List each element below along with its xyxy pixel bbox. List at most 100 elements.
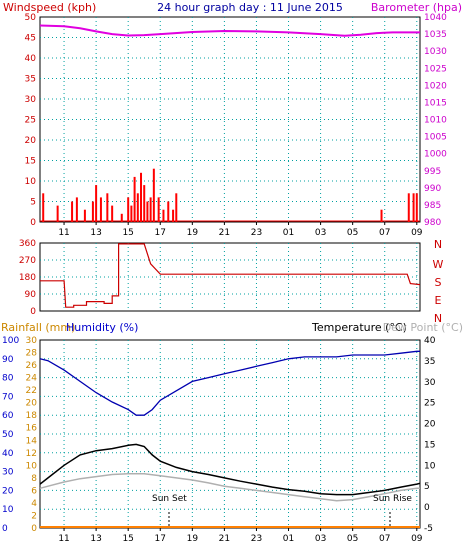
windspeed-bar-9: [111, 205, 114, 222]
windspeed-bar-3: [75, 197, 78, 222]
windspeed-bar-2: [71, 201, 74, 222]
rain-ytick-10: 20: [26, 399, 38, 409]
temperature-axis-title: Temperature (°C): [311, 321, 407, 334]
temp-ytick-right-5: 20: [424, 420, 436, 430]
compass-label-4: N: [434, 312, 442, 325]
humidity-ytick-1: 10: [2, 505, 14, 515]
windspeed-bar-11: [127, 197, 130, 222]
humidity-ytick-9: 90: [2, 355, 14, 365]
temp-ytick-right-9: 40: [424, 336, 436, 346]
wind-ytick-left-8: 40: [25, 54, 37, 64]
windspeed-bar-1: [56, 205, 59, 222]
baro-ytick-right-11: 1035: [424, 30, 447, 40]
wind-ytick-left-6: 30: [25, 95, 37, 105]
windspeed-bar-28: [415, 193, 418, 222]
wind-xtick-label-9: 05: [347, 228, 358, 238]
temp-xtick-label-0: 11: [58, 534, 69, 544]
windspeed-bar-19: [152, 168, 155, 222]
windspeed-bar-16: [143, 185, 146, 222]
windspeed-bar-27: [412, 193, 415, 222]
compass-label-0: N: [434, 238, 442, 251]
windspeed-bar-7: [99, 197, 102, 222]
sunset-label: Sun Set: [152, 494, 187, 504]
windspeed-bar-13: [133, 176, 136, 222]
temperature-line: [39, 443, 421, 496]
rain-ytick-12: 24: [26, 374, 38, 384]
baro-ytick-right-0: 980: [424, 218, 441, 228]
rain-ytick-1: 2: [31, 511, 37, 521]
temp-xtick-label-10: 07: [379, 534, 390, 544]
rain-ytick-13: 26: [26, 361, 38, 371]
temp-ytick-right-1: 0: [424, 503, 430, 513]
temp-ytick-right-2: 5: [424, 482, 430, 492]
barometer-axis-title: Barometer (hpa): [371, 1, 462, 14]
compass-label-3: E: [435, 294, 442, 307]
windspeed-bar-25: [380, 209, 383, 222]
temp-ytick-right-4: 15: [424, 440, 435, 450]
windspeed-bar-15: [140, 172, 143, 222]
wind-xtick-label-6: 23: [251, 228, 262, 238]
humidity-ytick-8: 80: [2, 374, 14, 384]
rain-ytick-9: 18: [26, 411, 38, 421]
humidity-ytick-10: 100: [2, 336, 19, 346]
wind-ytick-left-0: 0: [30, 218, 36, 228]
dir-ytick-0: 0: [30, 307, 36, 317]
rain-ytick-4: 8: [31, 474, 37, 484]
compass-label-1: W: [433, 258, 444, 271]
windspeed-bar-20: [157, 197, 160, 222]
dir-ytick-4: 360: [19, 239, 36, 249]
rainfall-axis-title: Rainfall (mm): [1, 321, 75, 334]
humidity-ytick-4: 40: [2, 449, 14, 459]
temp-xtick-label-8: 03: [315, 534, 326, 544]
rain-ytick-2: 4: [31, 499, 37, 509]
baro-ytick-right-6: 1010: [424, 116, 447, 126]
wind-ytick-left-4: 20: [25, 136, 37, 146]
wind-xtick-label-11: 09: [411, 228, 423, 238]
baro-ytick-right-5: 1005: [424, 133, 447, 143]
temp-xtick-label-9: 05: [347, 534, 358, 544]
dir-ytick-3: 270: [19, 256, 36, 266]
temp-ytick-right-7: 30: [424, 378, 436, 388]
humidity-ytick-7: 70: [2, 392, 14, 402]
windspeed-bar-10: [120, 213, 123, 222]
windspeed-bar-0: [42, 193, 45, 222]
wind-xtick-label-2: 15: [122, 228, 133, 238]
temp-ytick-right-3: 10: [424, 461, 436, 471]
windspeed-bar-5: [91, 201, 94, 222]
temp-xtick-label-5: 21: [219, 534, 230, 544]
wind-xtick-label-7: 01: [283, 228, 294, 238]
windspeed-bar-4: [83, 209, 86, 222]
compass-label-2: S: [435, 276, 442, 289]
baro-ytick-right-4: 1000: [424, 150, 447, 160]
humidity-ytick-3: 30: [2, 468, 14, 478]
wind-ytick-left-10: 50: [25, 13, 37, 23]
wind-xtick-label-8: 03: [315, 228, 326, 238]
rain-ytick-7: 14: [26, 436, 38, 446]
windspeed-bar-24: [175, 193, 178, 222]
temp-xtick-label-2: 15: [122, 534, 133, 544]
wind-ytick-left-2: 10: [25, 177, 37, 187]
wind-ytick-left-7: 35: [25, 75, 36, 85]
temp-ytick-right-8: 35: [424, 357, 435, 367]
rain-ytick-15: 30: [26, 336, 38, 346]
rain-ytick-14: 28: [26, 349, 38, 359]
windspeed-bar-21: [162, 209, 165, 222]
humidity-ytick-5: 50: [2, 430, 14, 440]
wind-ytick-left-9: 45: [25, 34, 36, 44]
wind-xtick-label-1: 13: [90, 228, 101, 238]
humidity-ytick-2: 20: [2, 486, 14, 496]
dir-ytick-2: 180: [19, 273, 36, 283]
baro-ytick-right-12: 1040: [424, 13, 447, 23]
temp-xtick-label-3: 17: [155, 534, 166, 544]
dir-ytick-1: 90: [25, 290, 37, 300]
windspeed-bar-8: [106, 193, 109, 222]
rain-ytick-5: 10: [26, 461, 38, 471]
sunrise-label: Sun Rise: [373, 494, 412, 504]
dewpoint-axis-title: Dew Point (°C): [383, 321, 463, 334]
baro-ytick-right-10: 1030: [424, 47, 447, 57]
windspeed-bar-14: [136, 193, 139, 222]
wind-ytick-left-3: 15: [25, 157, 36, 167]
dewpoint-line: [39, 472, 420, 502]
